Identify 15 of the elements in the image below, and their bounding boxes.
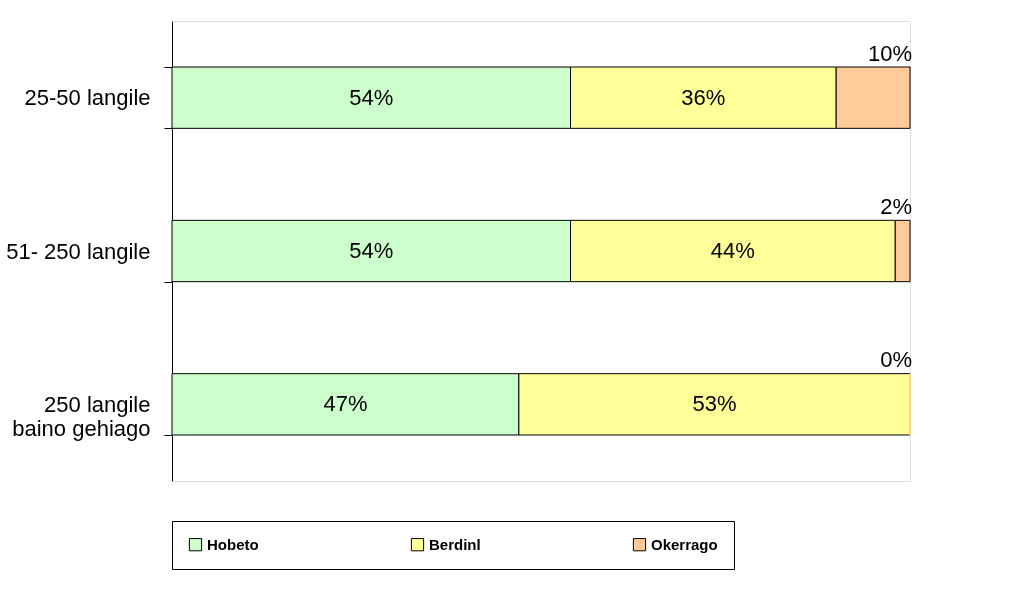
legend-label: Hobeto (207, 535, 259, 553)
data-label: 36% (681, 84, 726, 110)
data-label: 2% (880, 194, 912, 219)
data-label: 10% (867, 40, 912, 66)
legend-label: Okerrago (651, 535, 718, 553)
y-tick-label: 51- 250 langile (6, 238, 151, 264)
data-label: 53% (692, 391, 737, 417)
data-label: 54% (349, 84, 394, 110)
legend-label: Berdinl (429, 535, 481, 553)
y-tick-label: 250 langile baino gehiago (12, 391, 151, 441)
y-tick-label: 25-50 langile (24, 85, 151, 111)
data-label: 44% (710, 238, 755, 263)
data-label: 54% (349, 238, 394, 263)
data-label: 47% (323, 391, 368, 417)
data-label: 0% (880, 347, 912, 373)
